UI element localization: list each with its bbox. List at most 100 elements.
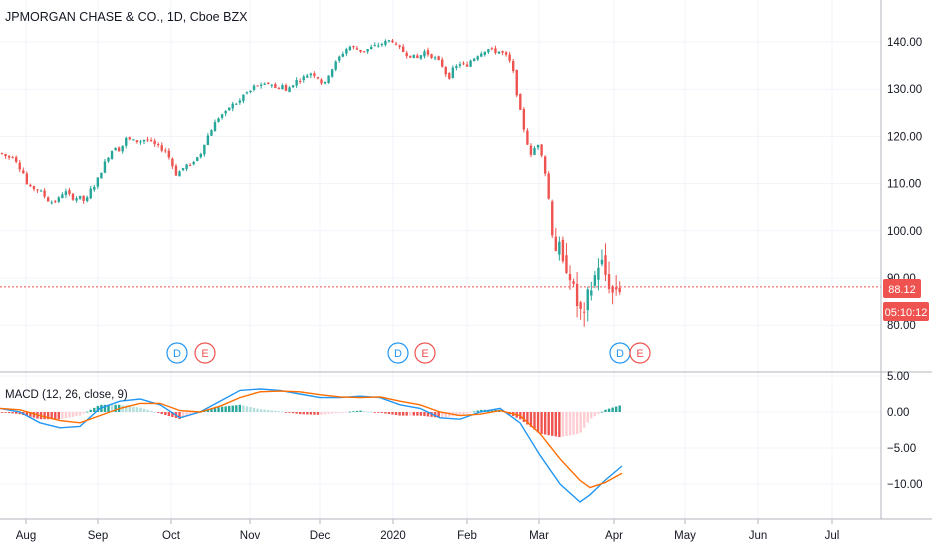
- candle-body: [32, 186, 36, 190]
- earnings-marker[interactable]: E: [414, 342, 436, 364]
- candle-body: [57, 197, 60, 202]
- macd-histogram-bar: [583, 412, 586, 428]
- time-axis-labels[interactable]: Aug Sep Oct Nov Dec 2020 Feb Mar Apr May Jun Jul: [16, 519, 840, 542]
- candle-body: [25, 173, 29, 185]
- candle-body: [366, 49, 369, 52]
- candle-body: [441, 59, 444, 67]
- macd-histogram-bar: [15, 412, 18, 414]
- macd-histogram-bar: [377, 412, 380, 413]
- macd-histogram-bar: [32, 412, 36, 418]
- candle-body: [362, 51, 366, 53]
- macd-histogram-bar: [352, 411, 355, 413]
- candle-body: [210, 130, 213, 136]
- macd-histogram-bar: [64, 412, 68, 419]
- candle-body: [423, 51, 426, 57]
- macd-histogram-bar: [338, 412, 341, 413]
- macd-histogram-bar: [480, 409, 483, 412]
- macd-indicator-label[interactable]: MACD (12, 26, close, 9): [5, 389, 128, 401]
- macd-tick-label: 0.00: [887, 407, 909, 419]
- macd-histogram-bar: [604, 409, 607, 412]
- svg-text:D: D: [616, 348, 624, 360]
- candle-body: [394, 43, 398, 45]
- macd-histogram-bar: [362, 411, 366, 412]
- candle-body: [462, 63, 465, 65]
- candle-body: [29, 184, 32, 187]
- macd-histogram-bar: [153, 411, 156, 413]
- macd-histogram-bar: [433, 412, 437, 418]
- macd-histogram-bar: [579, 412, 582, 433]
- candle-body: [341, 53, 344, 57]
- earnings-marker[interactable]: E: [194, 342, 216, 364]
- candle-body: [455, 65, 458, 68]
- symbol-title[interactable]: JPMORGAN CHASE & CO., 1D, Cboe BZX: [5, 10, 248, 24]
- candle-body: [543, 156, 547, 174]
- time-axis-label: Nov: [240, 530, 261, 542]
- candle-body: [451, 67, 455, 78]
- candle-body: [103, 161, 107, 173]
- macd-histogram-bar: [178, 412, 181, 420]
- macd-histogram-bar: [536, 412, 540, 433]
- macd-histogram-bar: [465, 412, 469, 414]
- candle-body: [437, 56, 440, 60]
- macd-histogram-bar: [288, 412, 291, 413]
- dividend-marker[interactable]: D: [609, 342, 631, 364]
- candle-body: [448, 73, 451, 79]
- time-axis-label: Aug: [16, 530, 36, 542]
- bar-countdown: 05:10:12: [885, 307, 928, 319]
- candle-body: [568, 273, 572, 281]
- macd-histogram-bar: [82, 412, 85, 414]
- candle-body: [522, 109, 526, 130]
- macd-histogram-bar: [561, 412, 565, 437]
- macd-histogram-bar: [345, 412, 348, 413]
- macd-histogram-bar: [206, 410, 210, 412]
- candle-body: [565, 255, 568, 273]
- candle-body: [153, 140, 156, 145]
- macd-histogram-bar: [274, 410, 277, 412]
- candle-body: [270, 84, 273, 86]
- macd-histogram-bar: [270, 410, 273, 412]
- macd-histogram-bar: [316, 412, 320, 415]
- macd-histogram-bar: [249, 407, 252, 412]
- macd-histogram-bar: [149, 410, 153, 412]
- candle-body: [480, 53, 483, 57]
- macd-line: [0, 388, 623, 503]
- candle-body: [519, 94, 522, 110]
- candle-body: [618, 287, 621, 293]
- macd-histogram-bar: [313, 412, 316, 415]
- candle-body: [178, 171, 181, 177]
- macd-axis-labels[interactable]: 5.00 0.00 −5.00 −10.00: [887, 371, 923, 491]
- candle-body: [504, 52, 508, 55]
- candle-body: [472, 58, 476, 62]
- time-axis-label: Feb: [457, 530, 477, 542]
- macd-histogram: [0, 404, 621, 438]
- grid-lines: [0, 0, 881, 519]
- candle-body: [61, 194, 64, 199]
- candle-body: [540, 144, 543, 156]
- candle-body: [238, 100, 242, 103]
- svg-text:D: D: [173, 348, 181, 360]
- macd-histogram-bar: [61, 412, 64, 419]
- macd-histogram-bar: [103, 404, 107, 412]
- macd-histogram-bar: [43, 412, 46, 420]
- candle-body: [160, 145, 163, 151]
- candle-body: [387, 40, 391, 42]
- dividend-marker[interactable]: D: [387, 342, 409, 364]
- candle-body: [142, 139, 146, 142]
- time-axis-label: Apr: [605, 530, 623, 542]
- macd-histogram-bar: [618, 405, 621, 412]
- candle-body: [256, 85, 259, 87]
- candle-body: [281, 85, 284, 90]
- macd-histogram-bar: [11, 412, 14, 414]
- svg-text:E: E: [636, 348, 643, 360]
- macd-histogram-bar: [185, 412, 188, 417]
- dividend-marker[interactable]: D: [166, 342, 188, 364]
- earnings-marker[interactable]: E: [629, 342, 651, 364]
- candle-body: [121, 145, 124, 152]
- macd-histogram-bar: [139, 407, 142, 412]
- macd-histogram-bar: [490, 409, 494, 412]
- macd-histogram-bar: [476, 410, 479, 412]
- time-axis-label: Jul: [825, 530, 840, 542]
- candle-body: [330, 69, 334, 77]
